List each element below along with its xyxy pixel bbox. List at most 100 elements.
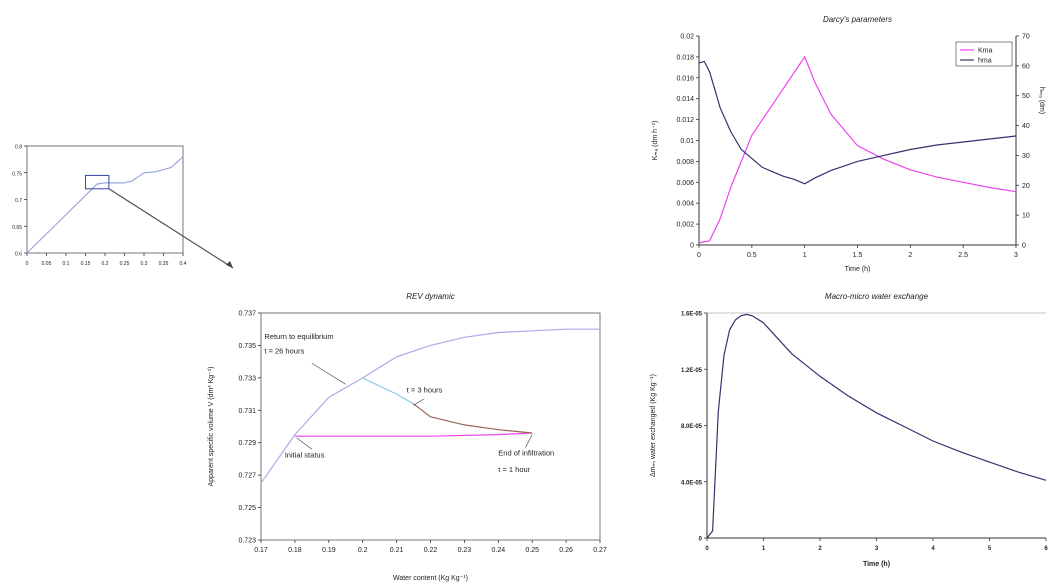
x-tick-label: 2.5 [958, 252, 968, 259]
y-tick-label: 0.735 [238, 343, 256, 350]
y-tick-label: 0.02 [680, 34, 694, 41]
y2-tick-label: 60 [1022, 63, 1030, 70]
annotation: t = 3 hours [407, 385, 443, 394]
y-tick-label: 0.8 [15, 145, 22, 151]
y-tick-label: 0.014 [676, 96, 694, 103]
y2-tick-label: 70 [1022, 34, 1030, 41]
y-tick-label: 0.006 [676, 180, 694, 187]
x-tick-label: 1.5 [853, 252, 863, 259]
plot-frame [26, 145, 184, 254]
x-tick-label: 1 [762, 546, 766, 552]
y-tick-label: 0 [699, 537, 703, 543]
y2-tick-label: 50 [1022, 93, 1030, 100]
y-tick-label: 0.727 [238, 473, 256, 480]
x-tick-label: 0.18 [288, 547, 302, 554]
x-tick-label: 2 [908, 252, 912, 259]
chart-title: Darcy's parameters [823, 15, 892, 24]
leader-line [525, 434, 533, 448]
x-tick-label: 0 [697, 252, 701, 259]
y-tick-label: 0.004 [676, 201, 694, 208]
x-tick-label: 0.22 [424, 547, 438, 554]
y-tick-label: 0.016 [676, 75, 694, 82]
inset-chart: 0 0.05 0.1 0.15 0.2 0.25 0.3 0.35 0.4 0.6 0.65 0.7 0… [12, 145, 186, 268]
darcys-parameters-chart: 0 0.5 1 1.5 2 2.5 30 0.002 0.004 0.006 0.008 0.01 0.… [652, 15, 1045, 273]
y-tick-label: 0.731 [238, 408, 256, 415]
legend-label: Kma [978, 48, 993, 55]
x-tick-label: 2 [818, 546, 822, 552]
y-axis-label: Kₘₐ (dm h⁻¹) [652, 121, 659, 161]
x-tick-label: 4 [931, 546, 935, 552]
x-tick-label: 0.2 [358, 547, 368, 554]
x-tick-label: 0.3 [141, 261, 148, 267]
zoom-box [85, 174, 110, 190]
y-tick-label: 0.75 [12, 171, 22, 177]
y2-tick-label: 10 [1022, 213, 1030, 220]
y-tick-label: 0 [690, 243, 694, 250]
plot-frame [260, 312, 601, 541]
annotation: End of infiltration [498, 449, 554, 458]
chart-title: Macro-micro water exchange [825, 292, 929, 301]
y-tick-label: 0.7 [15, 198, 22, 204]
x-tick-label: 5 [988, 546, 992, 552]
x-tick-label: 0.15 [81, 261, 91, 267]
x-tick-label: 3 [875, 546, 879, 552]
series-line-0 [706, 313, 1047, 539]
series-line-0 [26, 156, 184, 254]
x-axis-label: Time (h) [845, 266, 871, 273]
x-tick-label: 0.5 [747, 252, 757, 259]
series-line-0 [260, 328, 600, 484]
x-tick-label: 0.27 [593, 547, 607, 554]
x-tick-label: 0.26 [559, 547, 573, 554]
x-tick-label: 0.05 [42, 261, 52, 267]
zoom-arrow-line [108, 188, 234, 269]
y-tick-label: 0.6 [15, 252, 22, 258]
x-tick-label: 0 [26, 261, 29, 267]
y-tick-label: 1.2E-05 [681, 368, 703, 374]
y-tick-label: 4.0E-05 [681, 480, 703, 486]
x-tick-label: 0.19 [322, 547, 336, 554]
annotation: t = 1 hour [498, 465, 530, 474]
leader-line [311, 362, 346, 385]
chart-title: REV dynamic [406, 292, 454, 301]
y-axis-label: Apparent specific volume V (dm³ Kg⁻¹) [208, 366, 215, 486]
annotation: t = 26 hours [264, 347, 304, 356]
x-tick-label: 0.1 [63, 261, 70, 267]
annotation: Initial status [285, 450, 325, 459]
y2-tick-label: 0 [1022, 243, 1026, 250]
x-tick-label: 1 [803, 252, 807, 259]
y-tick-label: 0.002 [676, 222, 694, 229]
y-tick-label: 0.008 [676, 159, 694, 166]
x-axis-label: Water content (Kg Kg⁻¹) [393, 575, 468, 582]
series-line-3 [413, 403, 533, 434]
x-tick-label: 0.2 [102, 261, 109, 267]
x-tick-label: 0.23 [458, 547, 472, 554]
y-axis-label: Δmₘᵢ water exchanged (Kg Kg⁻¹) [650, 374, 657, 477]
x-tick-label: 0.25 [525, 547, 539, 554]
y-tick-label: 0.729 [238, 440, 256, 447]
zoom-pointer [108, 188, 234, 269]
x-tick-label: 0.4 [180, 261, 187, 267]
series-line-1 [294, 432, 533, 437]
x-tick-label: 0.25 [120, 261, 130, 267]
y2-tick-label: 40 [1022, 123, 1030, 130]
y2-axis-label: hₘₐ (dm) [1038, 87, 1045, 114]
x-tick-label: 0 [705, 546, 709, 552]
y-tick-label: 0.01 [680, 138, 694, 145]
x-tick-label: 6 [1044, 546, 1048, 552]
y2-tick-label: 20 [1022, 183, 1030, 190]
series-line-hma [698, 60, 1017, 185]
x-tick-label: 0.21 [390, 547, 404, 554]
y-tick-label: 0.723 [238, 538, 256, 545]
x-axis-label: Time (h) [863, 561, 890, 568]
leader-line [413, 398, 424, 406]
y-tick-label: 8.0E-05 [681, 424, 703, 430]
macro-micro-exchange-chart: 0 1 2 3 4 5 6 0 4.0E-05 8.0E-05 1.2E-05 1.6E-05 Macr… [650, 292, 1048, 568]
y-tick-label: 0.018 [676, 54, 694, 61]
y-tick-label: 0.725 [238, 505, 256, 512]
zoom-arrow-head [226, 261, 233, 268]
x-tick-label: 0.35 [159, 261, 169, 267]
y-tick-label: 0.65 [12, 225, 22, 231]
y2-tick-label: 30 [1022, 153, 1030, 160]
y-tick-label: 0.012 [676, 117, 694, 124]
